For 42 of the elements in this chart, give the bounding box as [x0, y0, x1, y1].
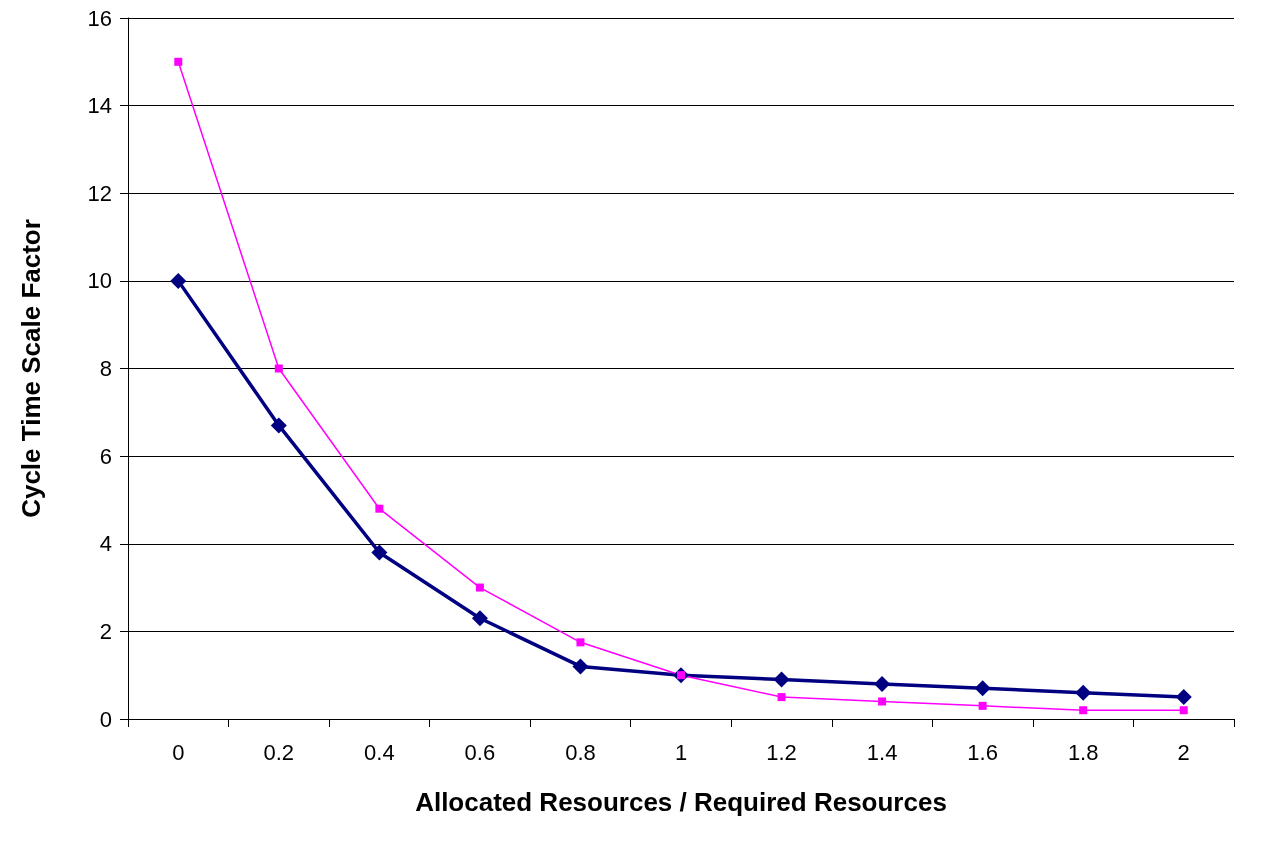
y-tick-label: 8	[99, 356, 112, 381]
point	[974, 680, 991, 697]
point	[170, 272, 187, 289]
x-tick-label: 1.4	[866, 739, 898, 765]
x-axis-title: Allocated Resources / Required Resources	[415, 787, 947, 817]
point	[371, 544, 388, 561]
point	[1179, 706, 1188, 715]
point	[1079, 706, 1088, 715]
point	[375, 504, 384, 513]
x-tick-label: 1	[674, 739, 688, 765]
point	[773, 671, 790, 688]
point	[978, 701, 987, 710]
y-tick-label: 0	[99, 706, 112, 732]
point	[471, 610, 488, 627]
y-tick-label: 12	[87, 180, 112, 206]
point	[572, 658, 589, 675]
y-tick-label: 2	[99, 618, 112, 644]
x-tick-label: 2	[1177, 739, 1190, 765]
y-tick-label: 4	[99, 531, 112, 557]
point	[274, 364, 283, 373]
point	[1175, 689, 1192, 706]
y-tick-label: 16	[87, 5, 112, 31]
point	[475, 583, 484, 592]
point	[174, 57, 183, 66]
point	[874, 675, 891, 692]
y-tick-label: 14	[87, 93, 112, 119]
x-tick-label: 1.2	[766, 739, 797, 765]
point	[878, 697, 887, 706]
x-tick-label: 0.6	[464, 739, 496, 765]
y-tick-label: 10	[87, 268, 112, 294]
x-tick-label: 0.2	[263, 739, 295, 765]
y-axis-title: Cycle Time Scale Factor	[16, 219, 46, 518]
x-tick-label: 0.4	[364, 739, 395, 765]
point	[270, 417, 287, 434]
point	[777, 693, 786, 702]
x-tick-label: 0	[172, 739, 185, 765]
point	[576, 638, 585, 647]
point	[1075, 684, 1092, 701]
x-tick-label: 1.6	[967, 739, 998, 765]
x-tick-label: 0.8	[565, 739, 596, 765]
x-tick-label: 1.8	[1067, 739, 1099, 765]
y-tick-label: 6	[99, 443, 112, 469]
